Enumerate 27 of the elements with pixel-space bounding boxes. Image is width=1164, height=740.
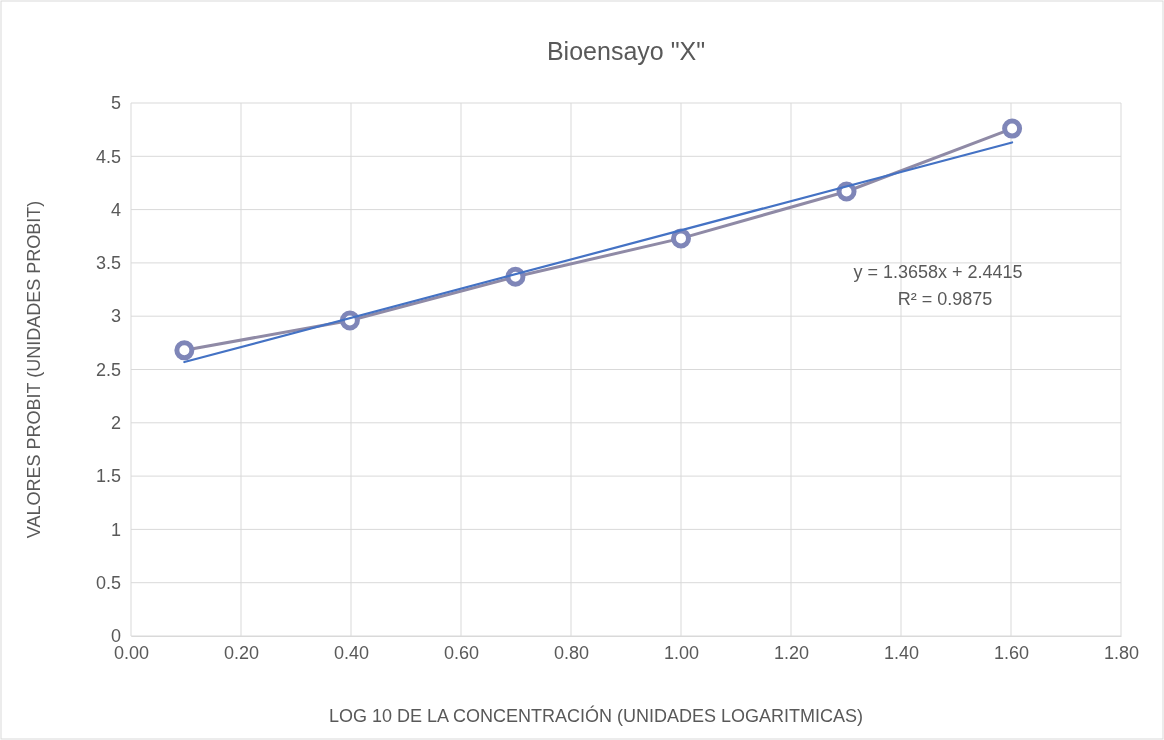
x-tick-label: 0.60 [443,642,480,663]
point [1002,118,1023,139]
y-tick-label: 5 [110,93,121,114]
y-tick-label: 3.5 [95,253,121,274]
x-tick-label: 1.20 [773,642,810,663]
x-axis-title: LOG 10 DE LA CONCENTRACIÓN (UNIDADES LOGARITMICAS) [328,705,864,726]
x-tick-label: 1.00 [663,642,700,663]
y-tick-label: 4.5 [95,146,121,167]
x-tick-label: 1.60 [993,642,1030,663]
point [174,340,195,361]
point [671,228,691,249]
annotation: y = 1.3658x + 2.4415 [853,262,1023,282]
annotation: R² = 0.9875 [897,289,993,309]
y-axis-title: VALORES PROBIT (UNIDADES PROBIT) [24,200,44,539]
y-tick-label: 1 [110,519,121,540]
x-tick-label: 0.40 [333,642,370,663]
x-tick-label: 0.80 [553,642,590,663]
y-tick-label: 2.5 [95,359,121,380]
x-tick-label: 1.40 [883,642,920,663]
y-tick-label: 3 [110,306,121,327]
chart-title: Bioensayo "X" [546,37,706,65]
y-tick-label: 4 [110,199,121,220]
y-tick-label: 0.5 [95,572,121,593]
y-tick-label: 2 [110,413,121,434]
x-tick-label: 1.80 [1103,642,1140,663]
x-tick-label: 0.20 [223,642,260,663]
y-tick-label: 1.5 [95,466,121,487]
